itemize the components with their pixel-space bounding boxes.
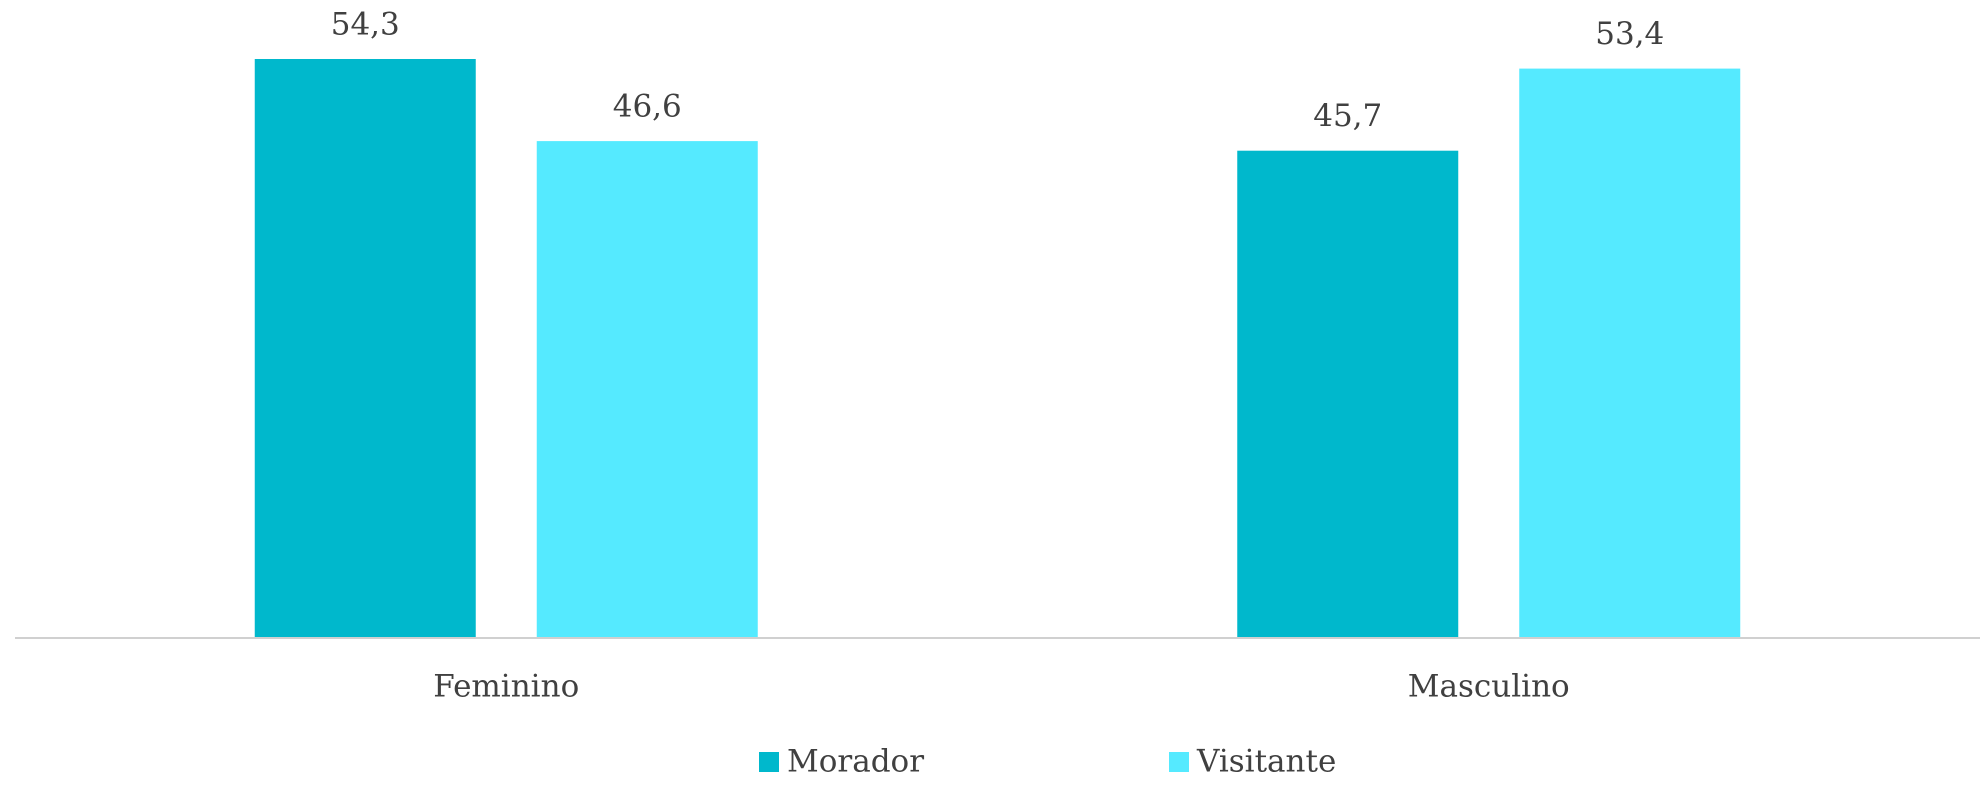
x-tick-label: Feminino <box>433 669 579 705</box>
data-label: 54,3 <box>331 7 400 43</box>
legend-swatch <box>1169 752 1189 772</box>
data-label: 46,6 <box>613 89 682 125</box>
bar <box>1519 68 1741 639</box>
bar <box>536 141 758 638</box>
legend-label: Morador <box>787 744 924 780</box>
bar <box>254 59 476 638</box>
bar <box>1237 150 1459 638</box>
legend-label: Visitante <box>1196 744 1336 780</box>
legend-swatch <box>759 752 779 772</box>
data-label: 53,4 <box>1595 16 1664 52</box>
data-label: 45,7 <box>1313 98 1382 134</box>
x-tick-label: Masculino <box>1408 669 1570 705</box>
